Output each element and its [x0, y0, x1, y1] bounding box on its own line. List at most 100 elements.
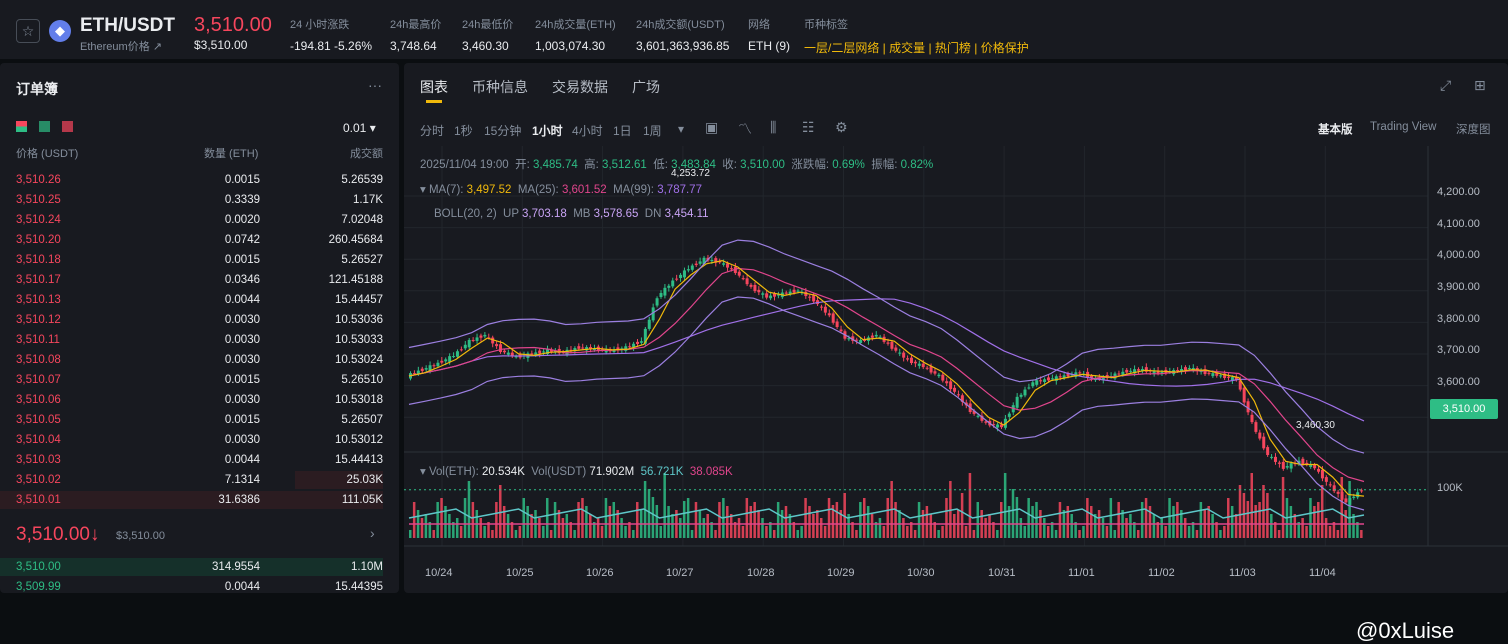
indicator-icon[interactable]: 〽 [738, 121, 752, 137]
candle-body [757, 289, 761, 293]
candle-body [534, 352, 538, 356]
volume-bar [1246, 501, 1250, 538]
candle-body [514, 356, 518, 358]
candle-body [1234, 377, 1238, 380]
tab-square[interactable]: 广场 [632, 79, 660, 95]
price-chart[interactable] [404, 146, 1508, 593]
volume-bar [726, 506, 729, 538]
interval-line[interactable]: 分时 [420, 124, 445, 138]
symbol-price-link[interactable]: Ethereum价格 ↗ [80, 41, 162, 53]
interval-1w[interactable]: 1周 [643, 124, 662, 138]
total-cell: 15.44457 [335, 294, 383, 306]
order-book-row[interactable]: 3,510.07 0.0015 5.26510 [0, 370, 399, 390]
candle-body [589, 347, 593, 350]
favorite-star-icon[interactable]: ☆ [16, 19, 40, 43]
order-book-row[interactable]: 3,510.06 0.0030 10.53018 [0, 390, 399, 410]
candle-body [906, 358, 910, 360]
watermark: @0xLuise [1356, 618, 1455, 643]
chevron-right-icon[interactable]: › [370, 525, 375, 541]
order-book-row[interactable]: 3,509.99 0.0044 15.44395 [0, 577, 399, 597]
volume-bar [491, 530, 494, 538]
view-depth[interactable]: 深度图 [1456, 124, 1491, 136]
order-book-row[interactable]: 3,510.11 0.0030 10.53033 [0, 330, 399, 350]
price-cell: 3,510.26 [16, 174, 61, 186]
view-basic[interactable]: 基本版 [1318, 124, 1353, 136]
volume-bar [953, 514, 956, 538]
stat-24h-volume-eth: 24h成交量(ETH) 1,003,074.30 [535, 19, 616, 53]
order-book-row[interactable]: 3,510.24 0.0020 7.02048 [0, 210, 399, 230]
candle-body [1062, 375, 1066, 379]
gear-icon[interactable]: ⚙ [835, 119, 848, 135]
mid-price-usd: $3,510.00 [116, 530, 165, 542]
order-book-row[interactable]: 3,510.04 0.0030 10.53012 [0, 430, 399, 450]
interval-1d[interactable]: 1日 [613, 124, 632, 138]
candle-body [1078, 372, 1082, 374]
tab-coin-info[interactable]: 币种信息 [472, 79, 528, 95]
expand-icon[interactable]: ⤢ [1440, 77, 1452, 93]
order-book-row[interactable]: 3,510.25 0.3339 1.17K [0, 190, 399, 210]
interval-4h[interactable]: 4小时 [572, 124, 603, 138]
volume-bar [1031, 506, 1034, 538]
order-book-row[interactable]: 3,510.01 31.6386 111.05K [0, 490, 399, 510]
volume-bar [847, 514, 850, 538]
interval-15m[interactable]: 15分钟 [484, 124, 522, 138]
stat-network[interactable]: 网络 ETH (9) [748, 19, 790, 53]
candle-style-icon[interactable]: ⫼ [770, 119, 777, 135]
view-both-icon[interactable] [16, 121, 27, 132]
order-book-row[interactable]: 3,510.03 0.0044 15.44413 [0, 450, 399, 470]
candle-body [491, 337, 495, 344]
max-price-label: 4,253.72 [671, 168, 710, 179]
interval-1s[interactable]: 1秒 [454, 124, 473, 138]
view-tradingview[interactable]: Trading View [1370, 121, 1437, 133]
order-book-row[interactable]: 3,510.12 0.0030 10.53036 [0, 310, 399, 330]
stat-coin-tags[interactable]: 币种标签 一层/二层网络 | 成交量 | 热门榜 | 价格保护 [804, 19, 1029, 55]
interval-more-icon[interactable]: ▾ [678, 122, 685, 136]
candle-body [827, 313, 831, 316]
volume-bar [1109, 498, 1113, 538]
tab-chart[interactable]: 图表 [420, 79, 448, 95]
volume-bar [1242, 493, 1246, 538]
calendar-icon[interactable]: ▣ [705, 119, 719, 135]
tab-trading-data[interactable]: 交易数据 [552, 79, 608, 95]
more-options-icon[interactable]: ··· [368, 77, 382, 93]
volume-bar [988, 514, 991, 538]
order-book-row[interactable]: 3,510.26 0.0015 5.26539 [0, 170, 399, 190]
candle-body [616, 347, 620, 351]
volume-bar [1140, 502, 1144, 538]
volume-bar [1093, 514, 1097, 538]
volume-bar [992, 522, 995, 538]
view-bids-icon[interactable] [39, 121, 50, 132]
col-price-header: 价格 (USDT) [16, 148, 79, 160]
order-book-row[interactable]: 3,510.05 0.0015 5.26507 [0, 410, 399, 430]
candle-body [1332, 485, 1336, 492]
layout-grid-icon[interactable]: ⊞ [1474, 77, 1486, 93]
interval-1h[interactable]: 1小时 [532, 124, 563, 138]
volume-bar [1250, 473, 1253, 538]
candle-body [996, 424, 1000, 428]
candle-body [1246, 401, 1250, 413]
order-book-row[interactable]: 3,510.18 0.0015 5.26527 [0, 250, 399, 270]
candle-body [769, 295, 773, 299]
order-book-row[interactable]: 3,510.13 0.0044 15.44457 [0, 290, 399, 310]
candle-body [1000, 424, 1004, 428]
view-asks-icon[interactable] [62, 121, 73, 132]
order-book-row[interactable]: 3,510.00 314.9554 1.10M [0, 557, 399, 577]
order-book-row[interactable]: 3,510.02 7.1314 25.03K [0, 470, 399, 490]
order-book-row[interactable]: 3,510.17 0.0346 121.45188 [0, 270, 399, 290]
chart-settings-icon[interactable]: ☷ [802, 119, 815, 135]
active-tab-indicator [426, 100, 442, 103]
volume-bar [804, 498, 807, 538]
order-book-row[interactable]: 3,510.08 0.0030 10.53024 [0, 350, 399, 370]
candle-body [639, 341, 643, 343]
volume-bar [831, 505, 835, 538]
x-tick-label: 11/02 [1148, 567, 1175, 579]
candle-body [1219, 375, 1223, 377]
candle-body [1117, 373, 1121, 375]
order-book-row[interactable]: 3,510.20 0.0742 260.45684 [0, 230, 399, 250]
symbol-title[interactable]: ETH/USDT [80, 15, 175, 36]
volume-bar [420, 518, 424, 538]
candle-body [1015, 396, 1019, 408]
candle-body [416, 370, 420, 375]
volume-bar [909, 522, 913, 538]
price-step-select[interactable]: 0.01 ▾ [343, 121, 376, 135]
